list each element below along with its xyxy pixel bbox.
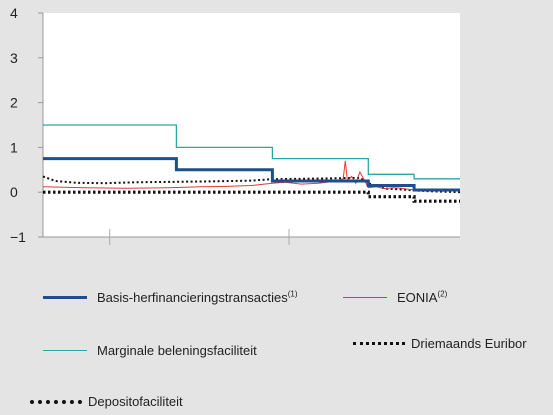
y-tick-label: 4 [10,5,18,21]
y-tick-label: −1 [10,229,26,245]
y-tick-label: 2 [10,95,18,111]
y-tick-label: 3 [10,50,18,66]
y-tick-label: 1 [10,139,18,155]
series-marginale-line [43,124,460,180]
y-tick-label: 0 [10,184,18,200]
series-deposito-line [43,190,460,203]
series-basis-line [43,157,460,192]
